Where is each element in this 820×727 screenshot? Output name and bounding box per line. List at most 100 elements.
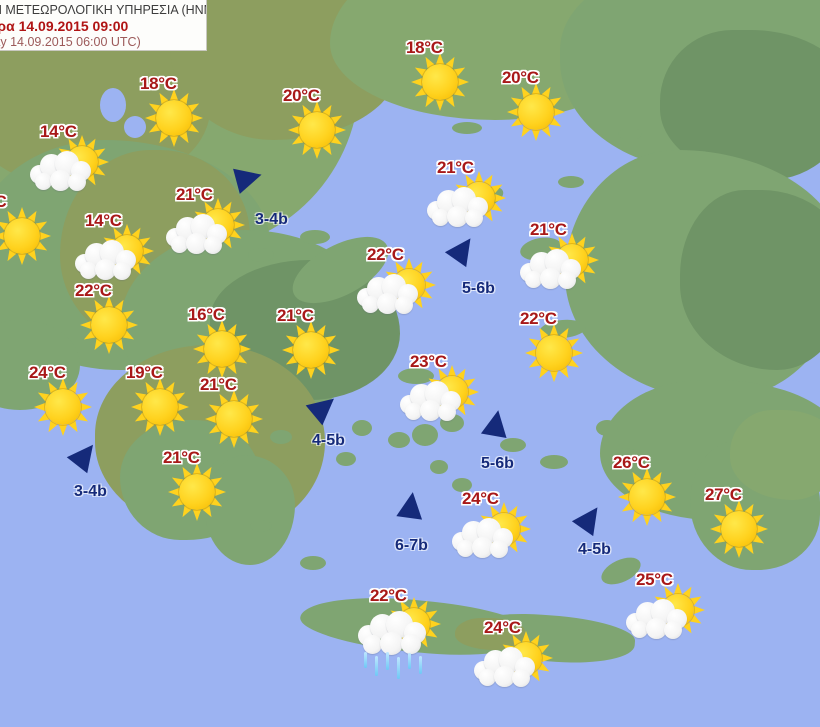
sun-ray <box>411 78 422 86</box>
temperature-label: 22°C <box>367 245 404 264</box>
sun-ray <box>193 345 204 353</box>
sun-ray <box>131 403 142 411</box>
cloud-puff <box>490 539 509 558</box>
temperature-label: 27°C <box>705 485 742 504</box>
temperature-label: 16°C <box>188 305 225 324</box>
temperature-label: 24°C <box>29 363 66 382</box>
temperature-label: 14°C <box>40 122 77 141</box>
sun-ray <box>532 83 540 94</box>
sun-ray <box>520 525 531 533</box>
cloud-puff <box>49 170 71 192</box>
sun-disc <box>142 389 178 425</box>
sun-ray <box>127 321 138 329</box>
sun-ray <box>193 510 201 521</box>
wind-speed-label: 6-7b <box>395 537 428 554</box>
temperature-label: °C <box>0 192 7 211</box>
sun-ray <box>80 321 91 329</box>
sun-ray <box>288 126 299 134</box>
temperature-label: 21°C <box>437 158 474 177</box>
cloud-puff <box>539 268 561 290</box>
sun-disc <box>4 218 40 254</box>
temperature-label: 21°C <box>176 185 213 204</box>
temperature-label: 23°C <box>410 352 447 371</box>
sun-ray <box>710 525 721 533</box>
temperature-label: 22°C <box>370 586 407 605</box>
wind-speed-label: 4-5b <box>312 432 345 449</box>
island-santorini <box>452 478 472 492</box>
cloud-puff <box>170 236 188 254</box>
sun-ray <box>674 583 682 594</box>
sun-ray <box>507 108 518 116</box>
sun-ray <box>215 488 226 496</box>
sun-ray <box>430 620 441 628</box>
island-ios <box>430 460 448 474</box>
sun-ray <box>59 378 67 389</box>
cloud-puff <box>524 271 542 289</box>
cloud-puff <box>395 295 414 314</box>
cloud-puff <box>431 209 449 227</box>
sun-disc <box>299 112 335 148</box>
wind-speed-label: 5-6b <box>481 455 514 472</box>
sun-ray <box>568 233 576 244</box>
temperature-label: 14°C <box>85 211 122 230</box>
cloud-puff <box>471 537 493 559</box>
sun-disc <box>536 335 572 371</box>
temperature-label: 18°C <box>140 74 177 93</box>
sun-ray <box>522 631 530 642</box>
sun-disc <box>216 401 252 437</box>
island-andros <box>398 368 434 384</box>
cloud-puff <box>465 208 484 227</box>
wind-speed-label: 5-6b <box>462 280 495 297</box>
temperature-label: 24°C <box>462 489 499 508</box>
cloud-puff <box>419 400 441 422</box>
cloud-puff <box>438 402 457 421</box>
sun-disc <box>293 332 329 368</box>
cloud-puff <box>68 172 87 191</box>
land-turkey-inland <box>680 190 820 370</box>
cloud-puff <box>558 270 577 289</box>
sun-ray <box>105 296 113 307</box>
sun-ray <box>554 108 565 116</box>
sun-ray <box>105 343 113 354</box>
sun-ray <box>59 425 67 436</box>
sun-ray <box>665 493 676 501</box>
sun-ray <box>335 126 346 134</box>
temperature-label: 25°C <box>636 570 673 589</box>
cloud-puff <box>493 666 515 688</box>
sun-ray <box>168 488 179 496</box>
sun-ray <box>495 194 506 202</box>
sun-ray <box>230 390 238 401</box>
sun-ray <box>218 320 226 331</box>
cloud-puff <box>446 206 468 228</box>
cloud-puff <box>404 403 422 421</box>
sun-ray <box>436 53 444 64</box>
sun-ray <box>170 89 178 100</box>
wind-direction-arrow <box>444 230 482 268</box>
sun-ray <box>550 324 558 335</box>
sun-ray <box>170 136 178 147</box>
sun-ray <box>178 403 189 411</box>
island-amorgos <box>500 438 526 452</box>
sun-ray <box>475 171 483 182</box>
sun-ray <box>98 158 109 166</box>
sun-ray <box>618 493 629 501</box>
cloud-puff <box>361 296 379 314</box>
rain-drop <box>386 652 389 670</box>
cloud-puff <box>478 669 496 687</box>
rain-drop <box>419 656 422 674</box>
cloud-puff <box>363 634 383 654</box>
sun-ray <box>588 256 599 264</box>
header-organization: ΕΘΝΙΚΗ ΜΕΤΕΩΡΟΛΟΓΙΚΗ ΥΠΗΡΕΣΙΑ (HNMS) <box>0 3 206 17</box>
island-kos <box>612 448 638 462</box>
sun-disc <box>179 474 215 510</box>
sun-ray <box>643 515 651 526</box>
island-antikythera <box>300 556 326 570</box>
island-milos <box>336 452 356 466</box>
rain-drop <box>408 653 411 669</box>
sun-ray <box>156 378 164 389</box>
cloud-puff <box>400 634 421 655</box>
island-skyros <box>300 230 330 244</box>
land-crete-ida <box>455 618 525 650</box>
island-sporades-w <box>248 248 274 262</box>
cloud-puff <box>34 173 52 191</box>
